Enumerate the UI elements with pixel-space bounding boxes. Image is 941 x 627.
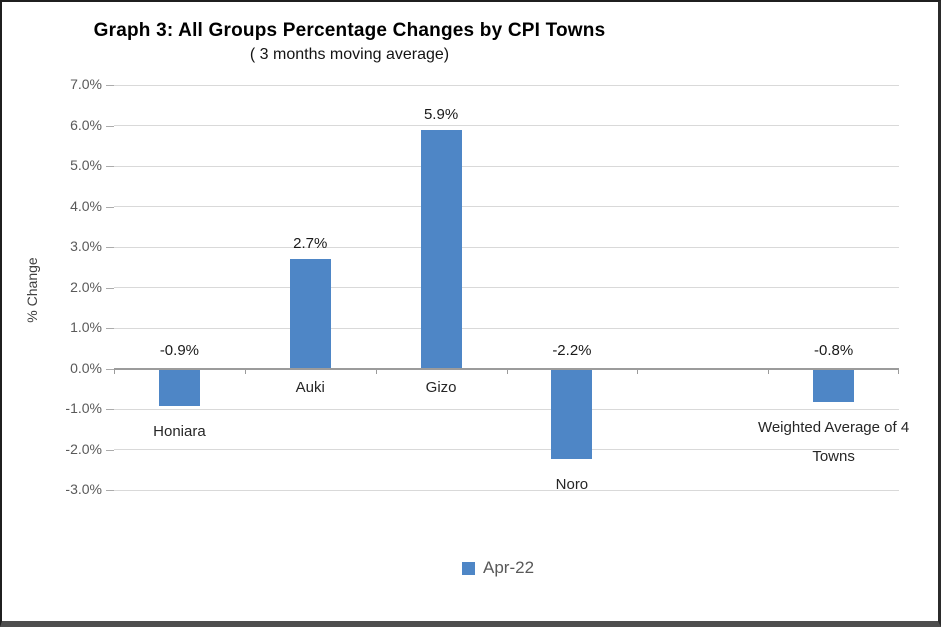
bar-data-label: -2.2% (552, 341, 592, 359)
bar (289, 259, 331, 369)
x-tick-mark (506, 368, 508, 374)
category-label: Honiara (153, 422, 206, 440)
gridline (114, 125, 899, 126)
y-tick-label: -1.0% (65, 400, 102, 416)
bar-data-label: -0.9% (159, 341, 199, 359)
bar-data-label: 2.7% (293, 235, 328, 253)
gridline (114, 408, 899, 410)
category-label: Gizo (425, 378, 457, 396)
gridline (114, 246, 899, 248)
x-tick-mark (637, 368, 639, 374)
gridline (114, 287, 899, 288)
bar-data-label: -0.8% (813, 341, 854, 359)
x-tick-mark (768, 368, 770, 374)
y-tick-mark (106, 247, 114, 248)
y-axis-title: % Change (24, 257, 40, 323)
chart-subtitle: ( 3 months moving average) (249, 46, 450, 63)
legend: Apr-22 (462, 558, 534, 578)
bar (158, 369, 200, 406)
y-tick-label: 2.0% (70, 278, 102, 295)
y-tick-label: 1.0% (70, 319, 102, 335)
y-tick-mark (106, 409, 114, 410)
bar (551, 369, 593, 459)
y-tick-mark (106, 449, 114, 451)
gridline (114, 165, 899, 167)
gridline (114, 327, 899, 329)
x-tick-mark (244, 368, 246, 374)
category-label: Noro (555, 475, 589, 493)
x-tick-mark (375, 368, 377, 374)
y-tick-mark (106, 125, 114, 127)
y-tick-label: 0.0% (70, 359, 102, 376)
gridline (114, 489, 899, 491)
y-tick-mark (106, 166, 114, 167)
chart-title: Graph 3: All Groups Percentage Changes b… (93, 20, 606, 41)
y-tick-mark (106, 490, 114, 491)
y-tick-mark (106, 368, 114, 370)
y-tick-mark (106, 206, 114, 208)
legend-swatch (462, 561, 475, 575)
plot-area: -0.9% Honiara 2.7% Auki 5.9% Gizo -2.2% Noro -0.… (114, 84, 909, 493)
bar-data-label: 5.9% (423, 105, 459, 123)
y-tick-mark (106, 328, 114, 329)
y-tick-label: 4.0% (70, 197, 102, 214)
x-tick-mark (898, 368, 899, 374)
y-tick-label: 6.0% (70, 116, 102, 133)
y-tick-label: 3.0% (70, 238, 102, 254)
y-tick-label: -2.0% (65, 440, 102, 457)
y-tick-label: -3.0% (65, 481, 102, 497)
y-tick-label: 5.0% (70, 157, 102, 173)
legend-label: Apr-22 (483, 558, 535, 577)
gridline (114, 449, 899, 450)
bar (813, 369, 855, 402)
category-label: Auki (295, 378, 325, 396)
y-tick-mark (106, 287, 114, 289)
y-tick-mark (106, 85, 114, 86)
bar (420, 129, 462, 369)
gridline (114, 84, 899, 86)
y-tick-label: 7.0% (70, 76, 102, 92)
category-label: Weighted Average of 4 Towns (757, 418, 910, 465)
gridline (114, 206, 899, 207)
x-tick-mark (114, 368, 115, 374)
